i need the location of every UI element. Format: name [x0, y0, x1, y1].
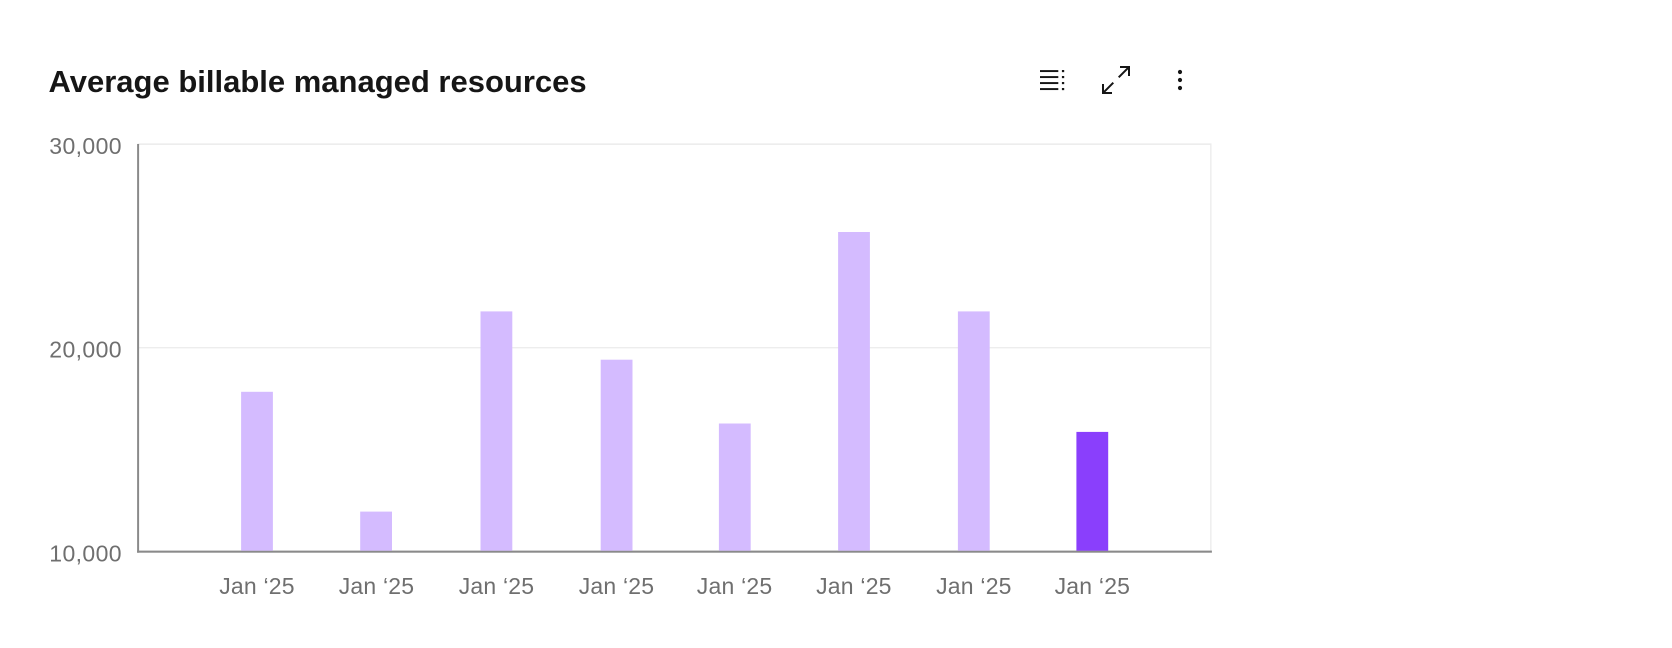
svg-text:10,000: 10,000	[49, 541, 122, 567]
svg-text:Jan ‘25: Jan ‘25	[459, 573, 535, 599]
svg-text:Jan ‘25: Jan ‘25	[816, 573, 892, 599]
svg-text:Jan ‘25: Jan ‘25	[697, 573, 773, 599]
svg-text:Jan ‘25: Jan ‘25	[339, 573, 415, 599]
svg-text:Jan ‘25: Jan ‘25	[579, 573, 655, 599]
svg-text:20,000: 20,000	[49, 337, 122, 363]
svg-text:30,000: 30,000	[49, 133, 122, 159]
svg-text:Jan ‘25: Jan ‘25	[1055, 573, 1131, 599]
svg-text:Average billable managed resou: Average billable managed resources	[49, 64, 587, 99]
svg-text:Jan ‘25: Jan ‘25	[219, 573, 295, 599]
svg-text:Jan ‘25: Jan ‘25	[936, 573, 1012, 599]
